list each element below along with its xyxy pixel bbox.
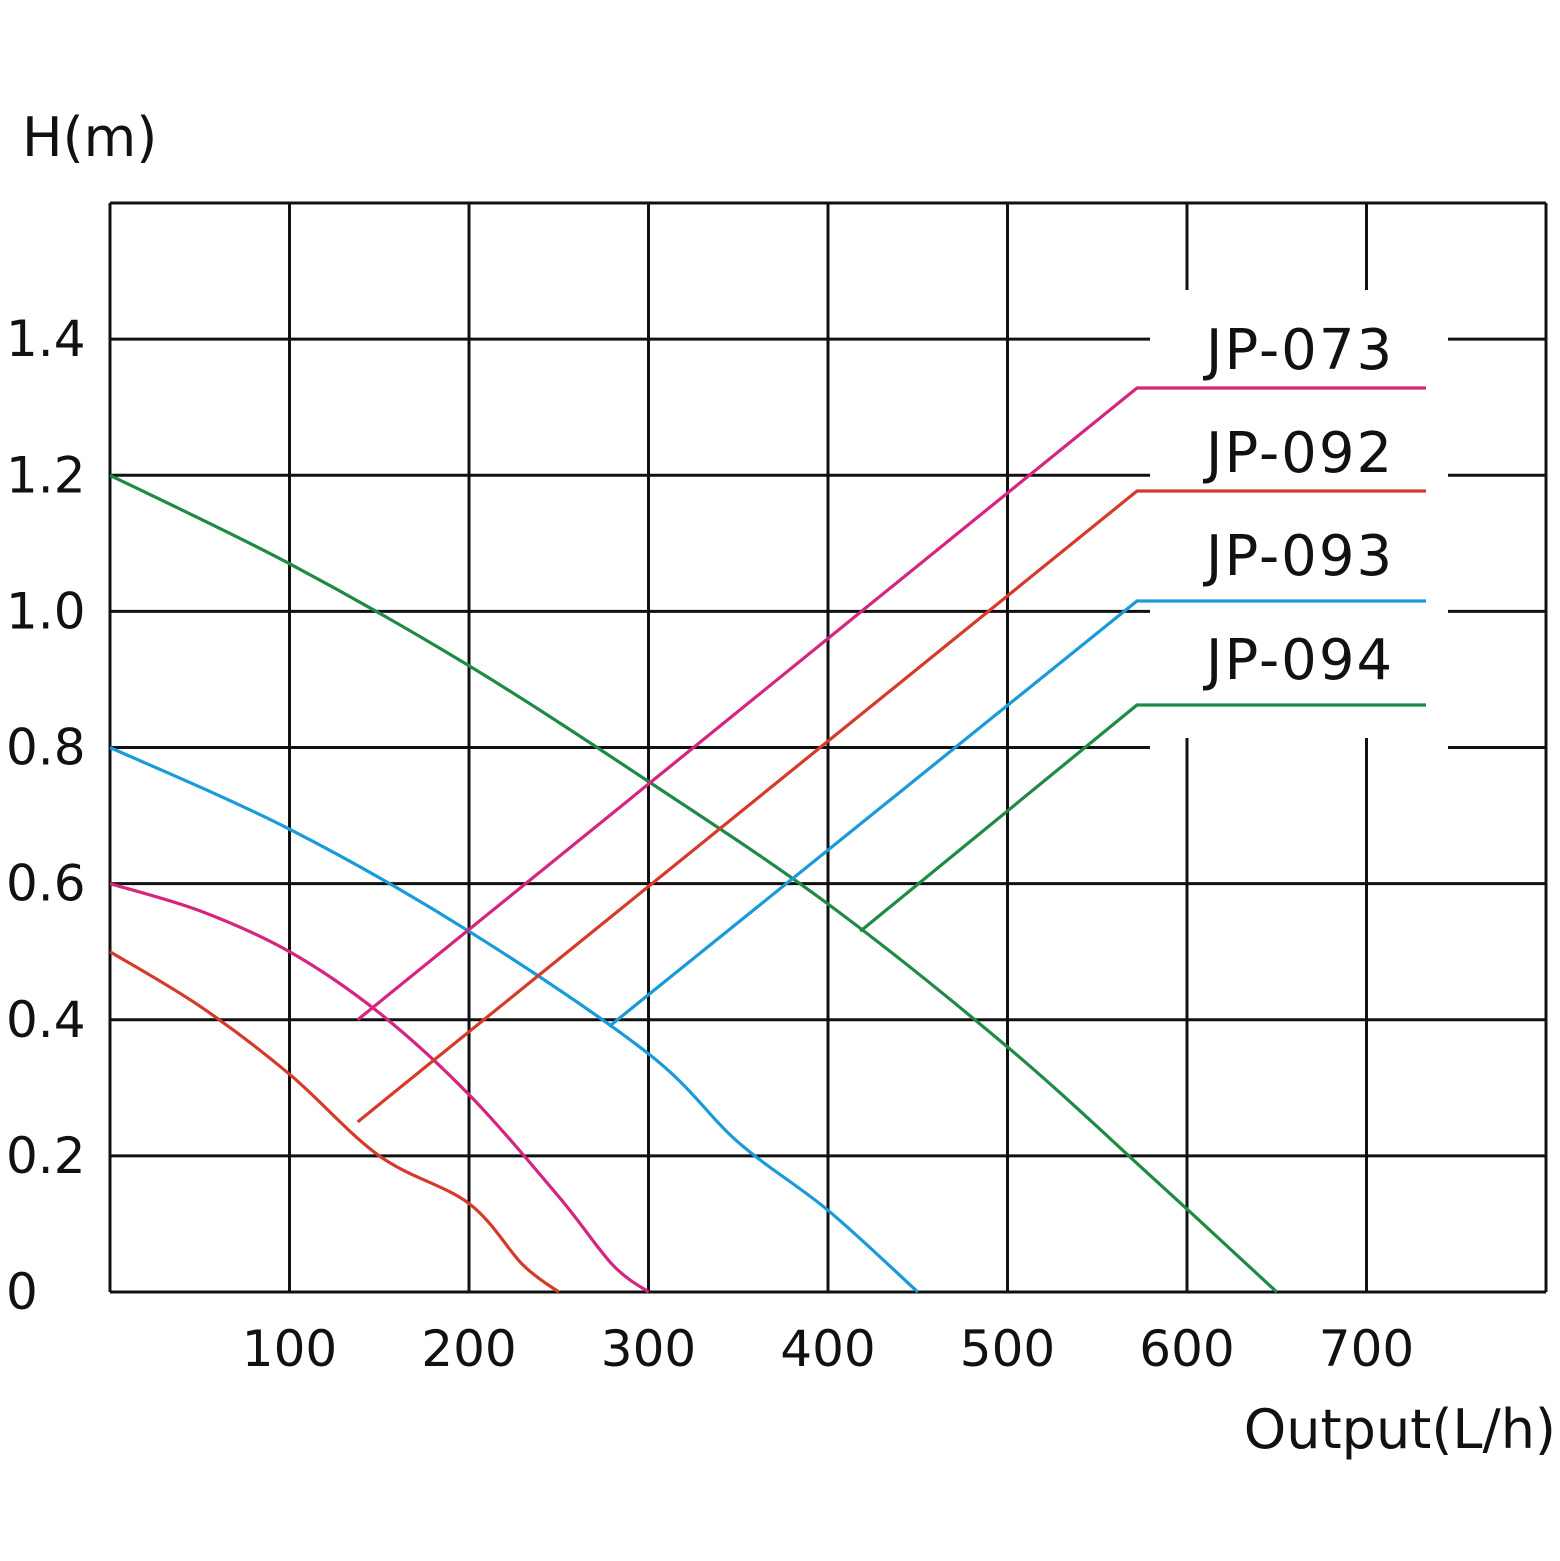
x-tick-label: 300 bbox=[601, 1320, 696, 1378]
series-curve bbox=[109, 746, 919, 1294]
y-tick-label: 0.4 bbox=[6, 991, 86, 1049]
legend-leader-line bbox=[859, 703, 1426, 933]
legend: JP-073 JP-092 JP-093 JP-094 bbox=[356, 318, 1426, 1124]
x-axis-title: Output(L/h) bbox=[1244, 1398, 1556, 1461]
legend-leader-line bbox=[356, 489, 1426, 1124]
y-tick-label: 0.8 bbox=[6, 719, 86, 777]
legend-leader-line bbox=[608, 599, 1426, 1028]
tick-labels: 0 0.2 0.4 0.6 0.8 1.0 1.2 1.4 100 200 300 400 500 600… bbox=[6, 310, 1414, 1378]
y-tick-label: 1.4 bbox=[6, 310, 86, 368]
x-tick-label: 400 bbox=[780, 1320, 875, 1378]
curves bbox=[109, 473, 1278, 1294]
series-curve bbox=[109, 473, 1278, 1294]
x-tick-label: 200 bbox=[421, 1320, 516, 1378]
legend-label: JP-092 bbox=[1203, 421, 1394, 486]
series-curve bbox=[109, 882, 650, 1294]
legend-label: JP-094 bbox=[1203, 628, 1394, 693]
x-tick-label: 600 bbox=[1139, 1320, 1234, 1378]
series-curve bbox=[109, 950, 560, 1294]
y-axis-title: H(m) bbox=[22, 106, 157, 169]
legend-leader-line bbox=[356, 386, 1426, 1021]
y-tick-label: 1.0 bbox=[6, 582, 86, 640]
y-tick-label: 0.2 bbox=[6, 1127, 86, 1185]
y-tick-label: 1.2 bbox=[6, 446, 86, 504]
x-tick-label: 700 bbox=[1319, 1320, 1414, 1378]
y-tick-label: 0.6 bbox=[6, 855, 86, 913]
legend-label: JP-093 bbox=[1203, 524, 1394, 589]
y-tick-label: 0 bbox=[6, 1263, 38, 1321]
legend-label: JP-073 bbox=[1203, 318, 1394, 383]
x-tick-label: 500 bbox=[960, 1320, 1055, 1378]
x-tick-label: 100 bbox=[242, 1320, 337, 1378]
